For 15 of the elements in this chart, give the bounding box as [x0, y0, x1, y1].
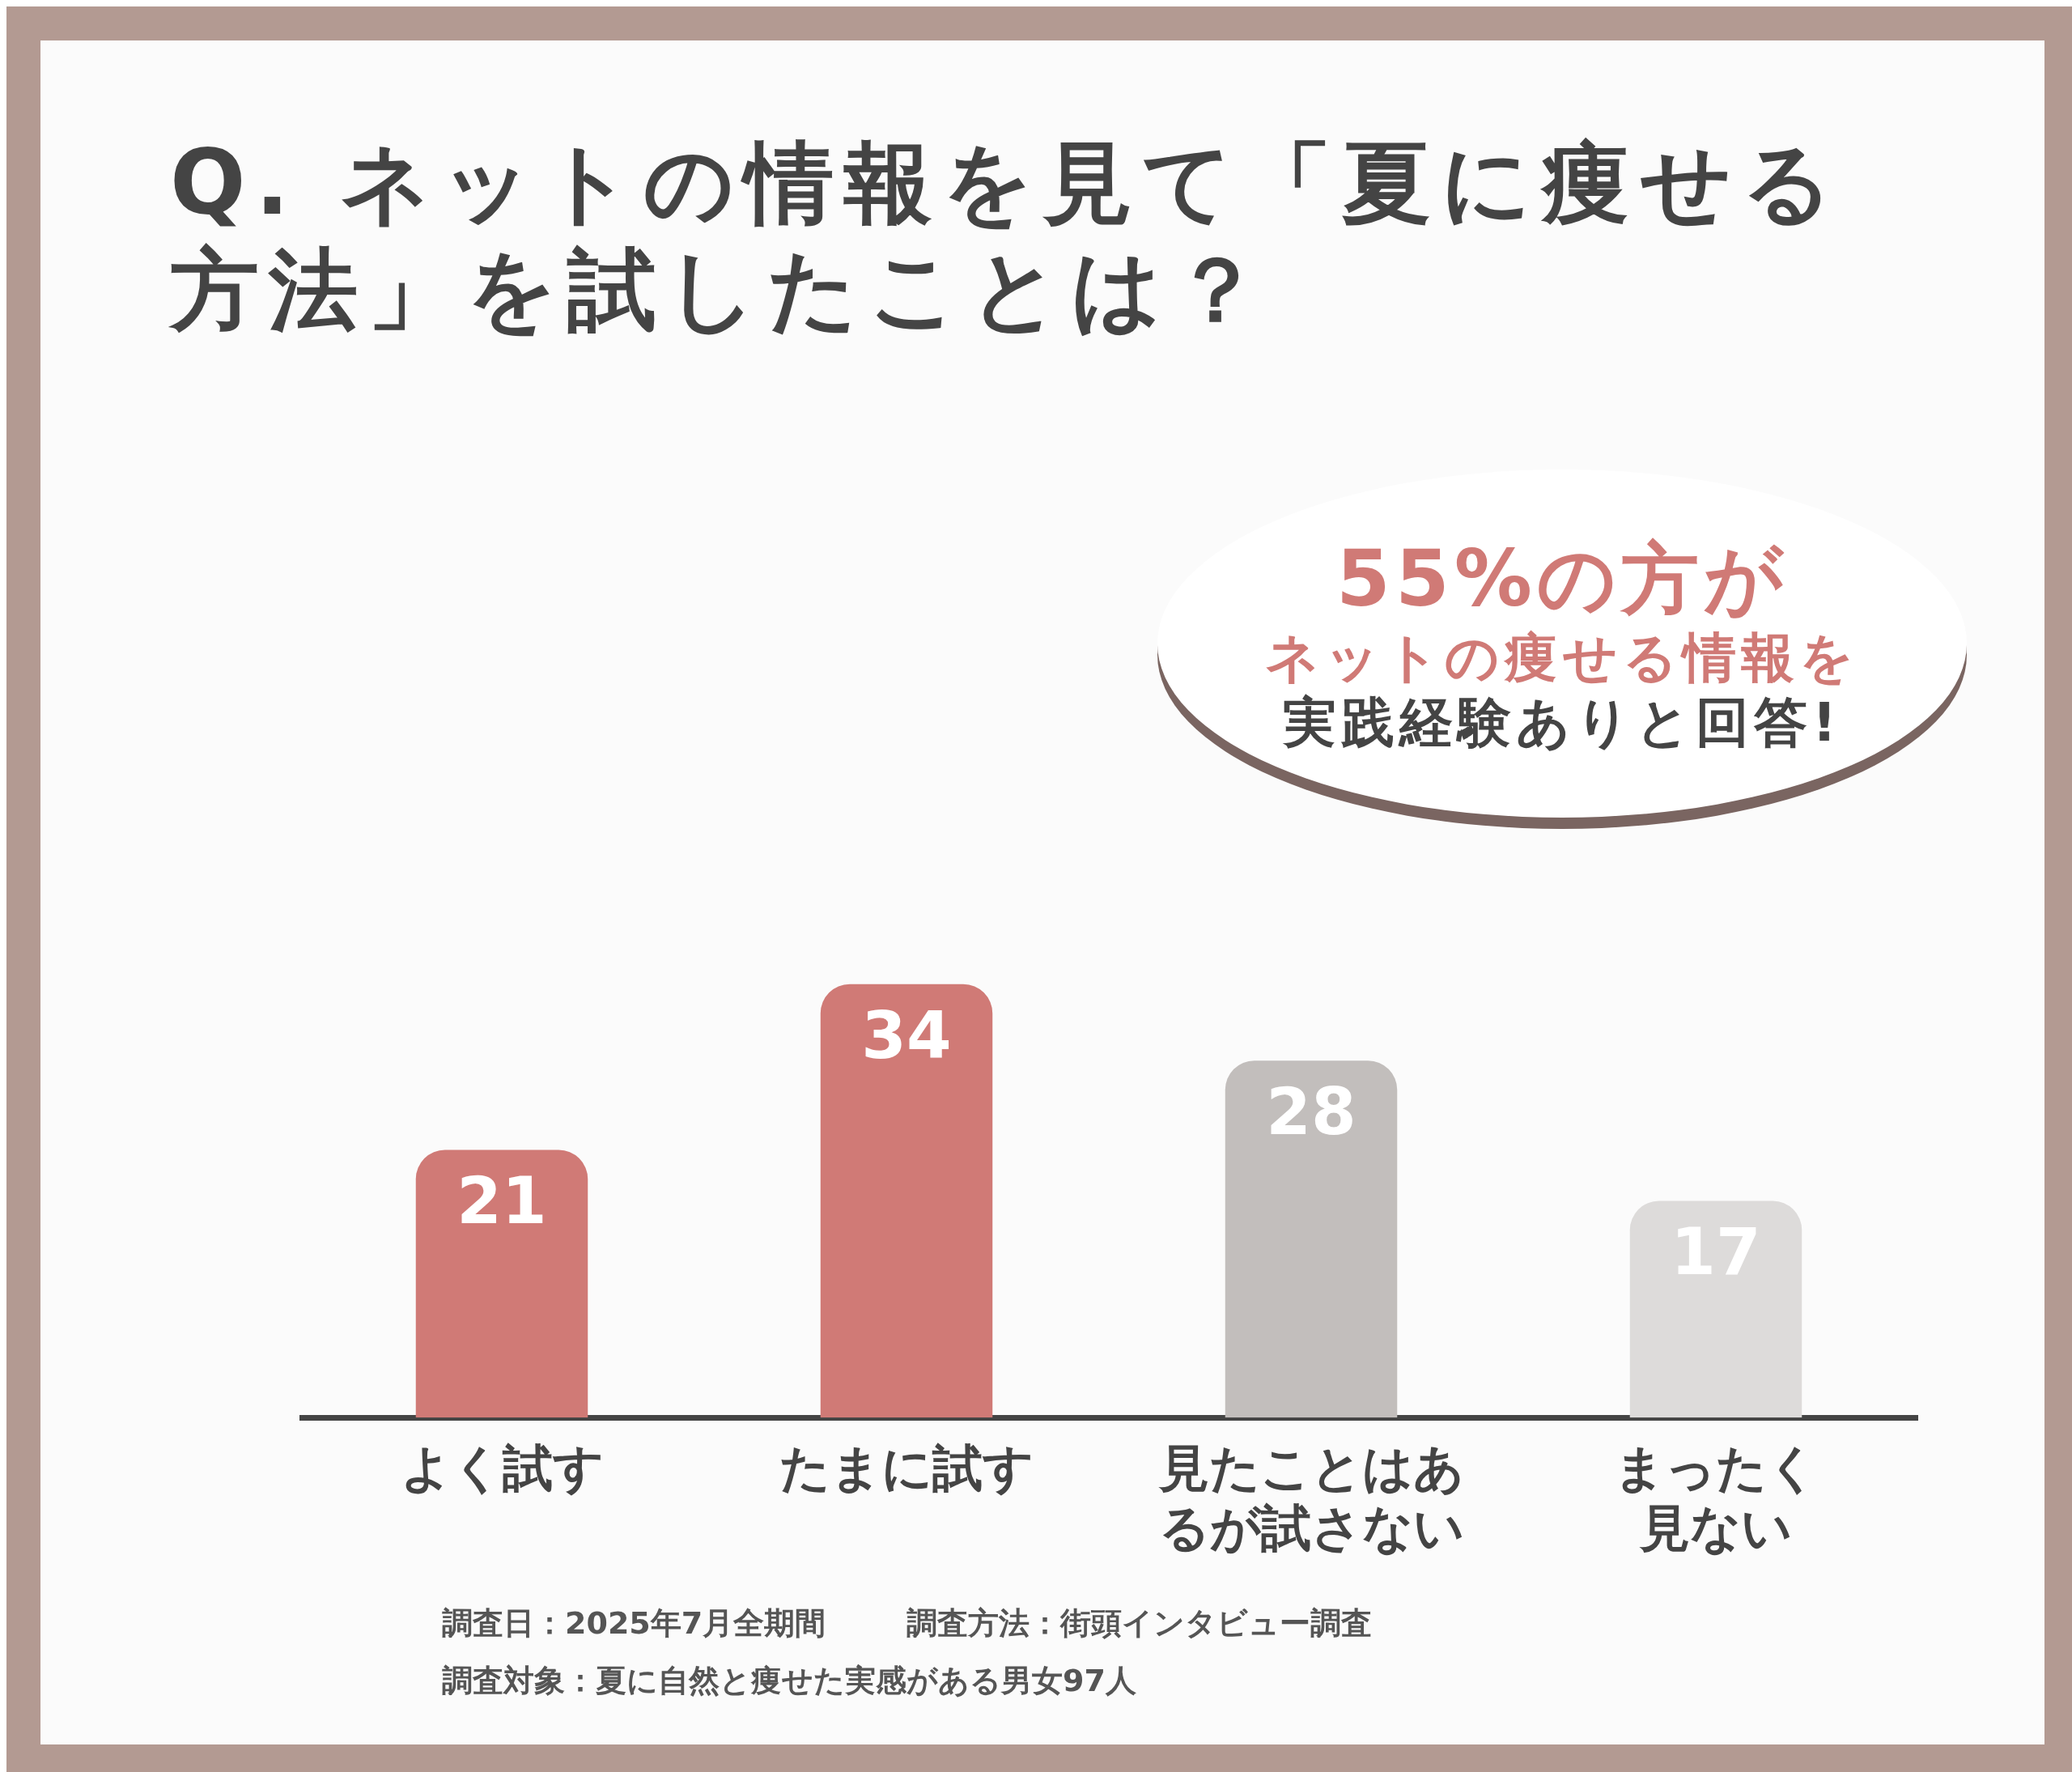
text: 調査対象：夏に自然と痩せた実感がある男女97人	[442, 1662, 1136, 1700]
x-tick-label: たまに試す	[779, 1438, 1034, 1498]
text: 調査日：2025年7月全期間	[442, 1604, 826, 1642]
chart-title: Q. ネットの情報を見て「夏に痩せる方法」を試したことは？	[170, 130, 1844, 343]
bar	[1225, 1060, 1398, 1418]
bar	[820, 984, 993, 1418]
data-label: 28	[1266, 1074, 1357, 1150]
data-label: 21	[456, 1163, 547, 1239]
text: 調査方法：街頭インタビュー調査	[906, 1604, 1373, 1642]
x-tick-label: 見たことはあるが試さない	[1157, 1438, 1464, 1557]
x-tick-label: まったく見ない	[1614, 1438, 1818, 1557]
bar	[415, 1149, 588, 1418]
bar	[1629, 1200, 1802, 1418]
data-label: 34	[861, 997, 952, 1073]
x-tick-label: よく試す	[400, 1438, 604, 1498]
